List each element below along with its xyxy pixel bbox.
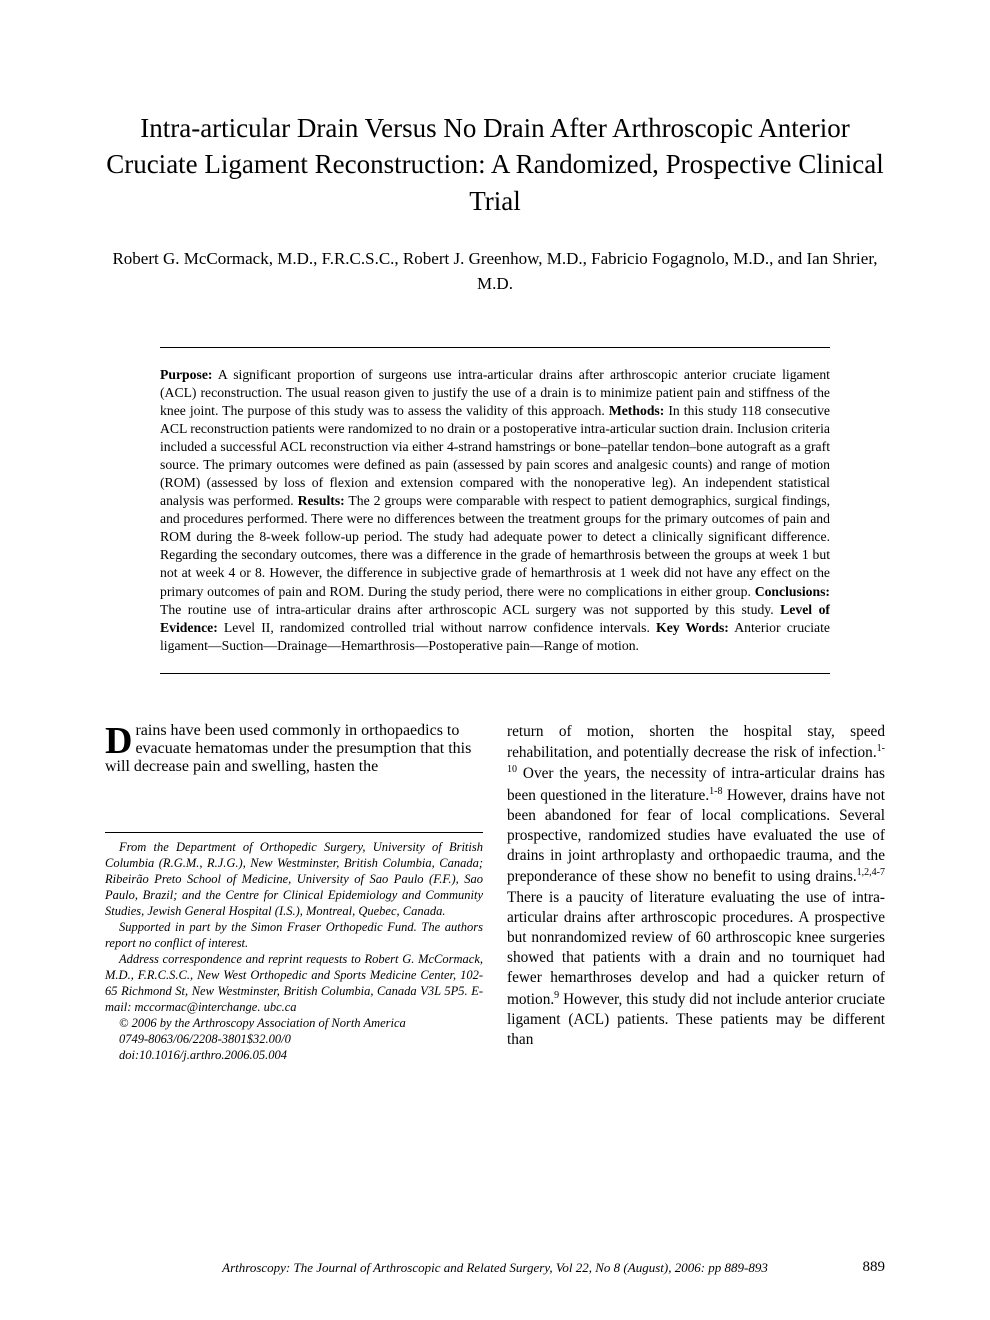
footer-citation: Arthroscopy: The Journal of Arthroscopic… [222, 1260, 768, 1275]
abstract-conclusions-label: Conclusions: [755, 584, 830, 599]
abstract-results-text: The 2 groups were comparable with respec… [160, 493, 830, 598]
body-col-right: return of motion, shorten the hospital s… [507, 722, 885, 1063]
dropcap-letter: D [105, 722, 135, 757]
footnote-issn: 0749-8063/06/2208-3801$32.00/0 [105, 1031, 483, 1047]
abstract-conclusions-text: The routine use of intra-articular drain… [160, 602, 780, 617]
footnote-copyright: © 2006 by the Arthroscopy Association of… [105, 1015, 483, 1031]
footnote-support: Supported in part by the Simon Fraser Or… [105, 919, 483, 951]
footnote-affiliation: From the Department of Orthopedic Surger… [105, 839, 483, 919]
abstract-results-label: Results: [298, 493, 345, 508]
abstract-methods-label: Methods: [609, 403, 665, 418]
body-paragraph-1: Drains have been used commonly in orthop… [105, 722, 483, 776]
page-number: 889 [863, 1259, 886, 1276]
authors-line: Robert G. McCormack, M.D., F.R.C.S.C., R… [105, 247, 885, 296]
citation-ref-2: 1-8 [709, 786, 722, 797]
body-col2-e: However, this study did not include ante… [507, 991, 885, 1048]
abstract-keywords-label: Key Words: [656, 620, 729, 635]
body-col1-text: rains have been used commonly in orthopa… [105, 722, 471, 775]
body-columns: Drains have been used commonly in orthop… [105, 722, 885, 1063]
abstract-purpose-label: Purpose: [160, 367, 212, 382]
body-col2-a: return of motion, shorten the hospital s… [507, 723, 885, 761]
body-col-left: Drains have been used commonly in orthop… [105, 722, 483, 1063]
page-container: Intra-articular Drain Versus No Drain Af… [0, 0, 990, 1113]
abstract-loe-text: Level II, randomized controlled trial wi… [218, 620, 656, 635]
footnote-doi: doi:10.1016/j.arthro.2006.05.004 [105, 1047, 483, 1063]
citation-ref-3: 1,2,4-7 [857, 867, 885, 878]
abstract-block: Purpose: A significant proportion of sur… [160, 347, 830, 674]
article-title: Intra-articular Drain Versus No Drain Af… [105, 110, 885, 219]
page-footer: Arthroscopy: The Journal of Arthroscopic… [105, 1260, 885, 1276]
footnote-correspondence: Address correspondence and reprint reque… [105, 951, 483, 1015]
footnotes-block: From the Department of Orthopedic Surger… [105, 832, 483, 1063]
